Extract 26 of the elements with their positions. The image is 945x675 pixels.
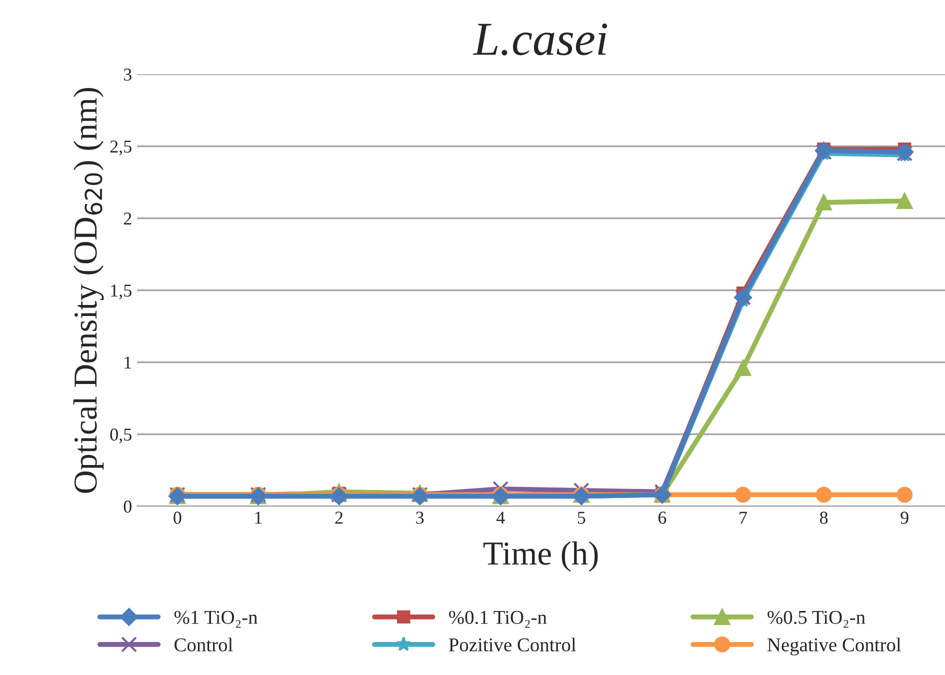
x-tick-label: 5: [578, 512, 586, 524]
legend-label: Pozitive Control: [448, 638, 576, 652]
y-axis-title: Optical Density (OD$_{620}$) (nm): [73, 88, 104, 493]
x-tick-label: 1: [255, 512, 262, 524]
chart-title: L.casei: [472, 24, 608, 56]
x-tick-label: 3: [416, 512, 424, 524]
legend-label: Negative Control: [767, 638, 901, 656]
y-tick-label: 3: [124, 68, 132, 81]
x-tick-label: 7: [740, 512, 747, 524]
y-tick-label: 2,5: [110, 140, 132, 156]
x-axis-title: Time (h): [483, 541, 598, 572]
x-tick-label: 4: [496, 512, 505, 524]
y-tick-label: 1: [124, 356, 132, 369]
y-tick-label: 2: [124, 212, 132, 225]
legend-label: %0.1 TiO₂-n: [449, 610, 547, 628]
y-tick-label: 1,5: [111, 284, 132, 300]
x-tick-label: 8: [820, 512, 828, 524]
legend-label: %0.5 TiO₂-n: [768, 610, 866, 628]
x-tick-label: 0: [174, 512, 182, 524]
x-tick-label: 9: [900, 512, 908, 524]
x-tick-label: 2: [335, 512, 343, 524]
y-tick-label: 0,5: [110, 428, 132, 444]
x-tick-label: 6: [658, 512, 666, 524]
legend-label: Control: [174, 638, 233, 652]
y-tick-label: 0: [124, 500, 132, 513]
legend-label: %1 TiO₂-n: [174, 610, 258, 628]
